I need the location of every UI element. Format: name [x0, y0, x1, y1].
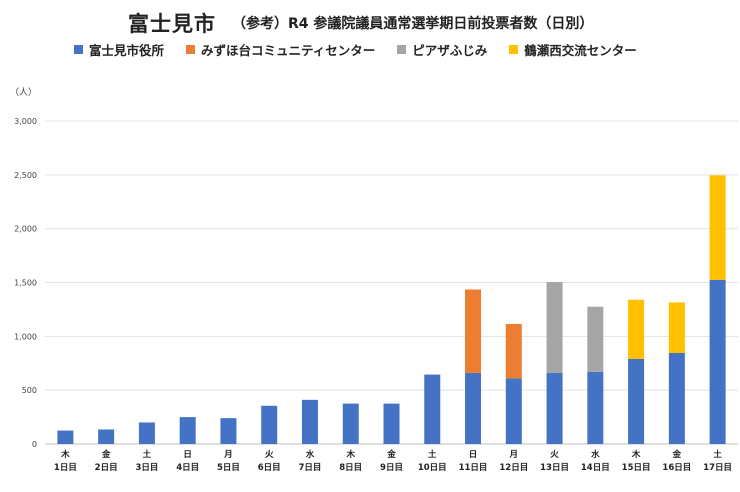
x-tick-weekday: 木: [60, 449, 70, 460]
x-tick-weekday: 木: [345, 449, 355, 460]
x-tick-day: 16日目: [662, 463, 691, 473]
bar-segment: [465, 372, 482, 444]
bar-segment: [98, 429, 115, 444]
x-tick-day: 10日目: [418, 463, 447, 473]
legend-swatch: [186, 45, 196, 54]
x-tick-weekday: 土: [143, 449, 152, 460]
x-tick-weekday: 金: [101, 449, 111, 460]
bar-segment: [342, 403, 359, 444]
bar-segment: [424, 374, 441, 444]
legend-swatch: [397, 45, 407, 54]
x-tick-day: 17日目: [703, 463, 732, 473]
y-tick-label: 3,000: [14, 117, 37, 126]
legend-item: 鶴瀬西交流センター: [509, 40, 637, 59]
bar-segment: [301, 399, 318, 444]
y-tick-label: 1,500: [14, 279, 37, 288]
y-tick-label: 0: [32, 440, 37, 449]
chart-subtitle: （参考）R4 参議院議員通常選挙期日前投票者数（日別）: [232, 16, 594, 32]
bar-segment: [587, 371, 604, 444]
x-tick-day: 5日目: [217, 463, 240, 473]
bar-segment: [587, 306, 604, 372]
y-tick-label: 500: [22, 386, 37, 395]
x-tick-weekday: 金: [672, 449, 682, 460]
bar-segment: [220, 418, 237, 444]
legend-label: みずほ台コミュニティセンター: [201, 43, 376, 58]
bar-segment: [709, 175, 726, 280]
x-tick-day: 6日目: [258, 463, 281, 473]
x-tick-weekday: 火: [550, 450, 559, 460]
bar-segment: [261, 405, 278, 444]
x-tick-day: 7日目: [299, 463, 322, 473]
x-tick-day: 2日目: [95, 463, 118, 473]
x-tick-day: 14日目: [581, 463, 610, 473]
x-tick-weekday: 月: [509, 450, 519, 460]
x-tick-weekday: 土: [713, 449, 722, 460]
bar-segment: [179, 417, 196, 444]
bar-segment: [546, 281, 563, 373]
x-tick-day: 11日目: [459, 463, 488, 473]
x-tick-day: 8日目: [339, 463, 362, 473]
bar-segment: [383, 403, 400, 444]
bar-segment: [465, 289, 482, 373]
legend-swatch: [74, 45, 83, 54]
x-tick-weekday: 土: [428, 449, 437, 460]
x-tick-day: 13日目: [540, 463, 569, 473]
bar-segment: [505, 378, 522, 444]
legend-item: ピアザふじみ: [397, 40, 487, 59]
x-tick-weekday: 木: [631, 449, 641, 460]
bar-segment: [709, 279, 726, 444]
legend-swatch: [509, 45, 519, 54]
bar-segment: [628, 299, 645, 359]
legend-item: 富士見市役所: [74, 40, 164, 59]
x-tick-weekday: 金: [386, 449, 396, 460]
x-tick-day: 1日目: [54, 463, 77, 473]
x-tick-weekday: 月: [223, 450, 233, 460]
bar-segment: [668, 302, 685, 354]
x-tick-day: 4日目: [176, 463, 199, 473]
bar-segment: [505, 323, 522, 379]
y-tick-label: 1,000: [14, 332, 37, 341]
y-tick-label: 2,500: [14, 171, 37, 180]
legend-label: 富士見市役所: [89, 43, 165, 58]
legend-label: 鶴瀬西交流センター: [524, 43, 637, 58]
bar-segment: [546, 372, 563, 444]
x-tick-day: 12日目: [499, 463, 528, 473]
x-tick-weekday: 火: [265, 450, 274, 460]
legend-item: みずほ台コミュニティセンター: [186, 40, 375, 59]
x-tick-day: 15日目: [622, 463, 651, 473]
x-tick-weekday: 水: [590, 449, 600, 460]
y-tick-label: 2,000: [14, 225, 37, 234]
x-tick-weekday: 日: [183, 450, 192, 460]
bar-segment: [668, 353, 685, 444]
x-tick-day: 3日目: [135, 463, 158, 473]
x-tick-weekday: 水: [305, 449, 315, 460]
x-tick-day: 9日目: [380, 463, 403, 473]
x-tick-weekday: 日: [469, 450, 478, 460]
chart-title: 富士見市: [128, 12, 216, 36]
bar-segment: [57, 430, 74, 444]
bar-segment: [628, 358, 645, 444]
chart-legend: 富士見市役所 みずほ台コミュニティセンター ピアザふじみ 鶴瀬西交流センター: [74, 40, 637, 59]
y-unit-label: （人）: [10, 88, 38, 98]
legend-label: ピアザふじみ: [412, 43, 488, 58]
bar-segment: [138, 422, 155, 444]
